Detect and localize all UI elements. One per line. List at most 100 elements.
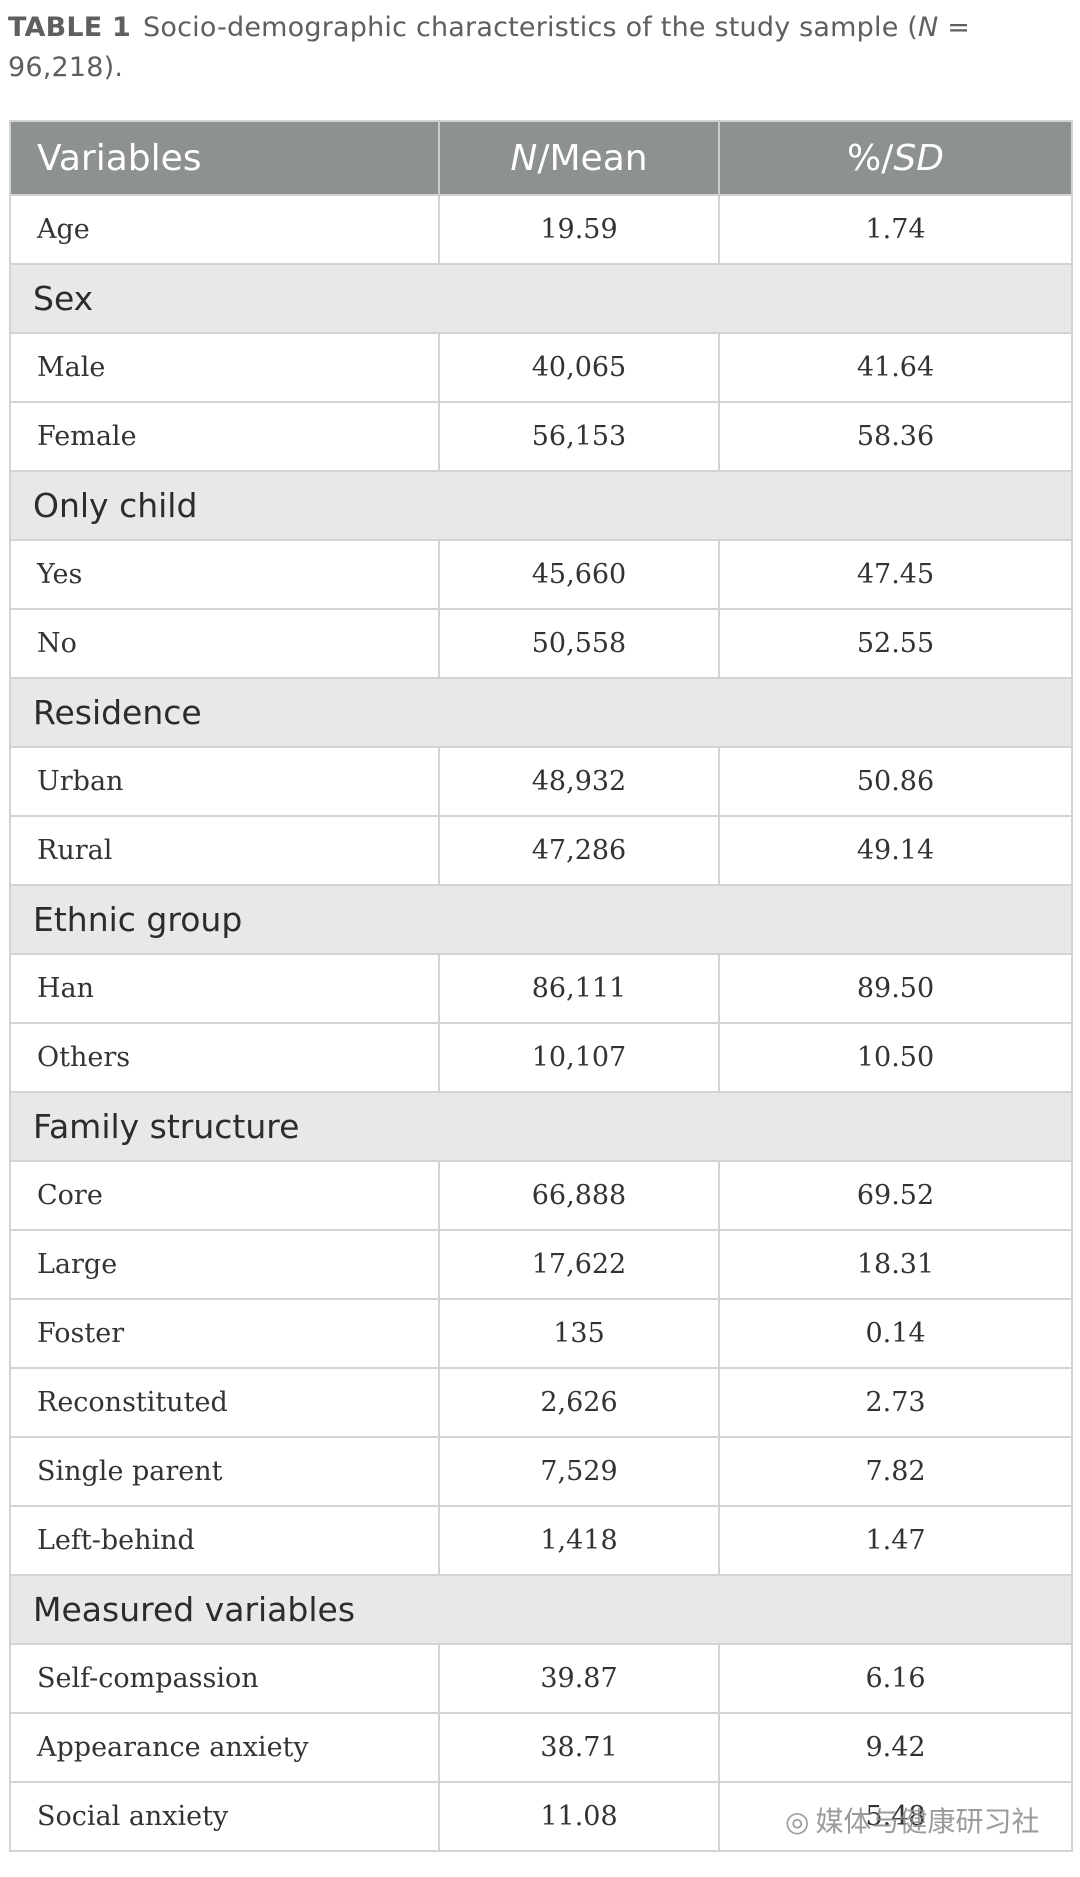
row-pct-sd: 0.14 [718, 1298, 1073, 1369]
row-label: Others [9, 1022, 440, 1093]
row-n-mean: 45,660 [438, 539, 720, 610]
row-pct-sd: 6.16 [718, 1643, 1073, 1714]
row-label: Social anxiety [9, 1781, 440, 1852]
row-label: Self-compassion [9, 1643, 440, 1714]
row-pct-sd: 52.55 [718, 608, 1073, 679]
section-header-row: Family structure [9, 1091, 1073, 1162]
row-pct-sd: 89.50 [718, 953, 1073, 1024]
row-pct-sd: 18.31 [718, 1229, 1073, 1300]
row-n-mean: 19.59 [438, 194, 720, 265]
table-row: Female 56,153 58.36 [9, 401, 1073, 472]
row-label: Han [9, 953, 440, 1024]
row-n-mean: 10,107 [438, 1022, 720, 1093]
header-sd-symbol: SD [893, 137, 944, 179]
row-n-mean: 66,888 [438, 1160, 720, 1231]
table-row-age: Age 19.59 1.74 [9, 194, 1073, 265]
table-row: Social anxiety 11.08 5.48 [9, 1781, 1073, 1852]
table-caption: TABLE 1 Socio-demographic characteristics… [8, 8, 1058, 88]
row-n-mean: 1,418 [438, 1505, 720, 1576]
row-label: Male [9, 332, 440, 403]
section-title: Ethnic group [9, 884, 1073, 955]
row-pct-sd: 1.47 [718, 1505, 1073, 1576]
row-n-mean: 38.71 [438, 1712, 720, 1783]
watermark-text: 媒体与健康研习社 [815, 1805, 1040, 1838]
row-label: Core [9, 1160, 440, 1231]
row-n-mean: 50,558 [438, 608, 720, 679]
section-title: Measured variables [9, 1574, 1073, 1645]
caption-n-symbol: N [918, 12, 939, 43]
section-title: Only child [9, 470, 1073, 541]
row-pct-sd: 9.42 [718, 1712, 1073, 1783]
row-pct-sd: 49.14 [718, 815, 1073, 886]
header-n-mean: N/Mean [439, 121, 720, 195]
row-pct-sd: 7.82 [718, 1436, 1073, 1507]
row-pct-sd: 69.52 [718, 1160, 1073, 1231]
row-pct-sd: 5.48 [718, 1781, 1073, 1852]
row-label: Age [9, 194, 440, 265]
header-variables: Variables [10, 121, 440, 195]
table-row: Yes 45,660 47.45 [9, 539, 1073, 610]
table-row: Han 86,111 89.50 [9, 953, 1073, 1024]
row-label: Reconstituted [9, 1367, 440, 1438]
table-row: Self-compassion 39.87 6.16 [9, 1643, 1073, 1714]
header-n-symbol: N [510, 137, 538, 179]
header-mean-text: /Mean [537, 137, 648, 179]
section-header-row: Ethnic group [9, 884, 1073, 955]
table-row: Single parent 7,529 7.82 [9, 1436, 1073, 1507]
row-label: Large [9, 1229, 440, 1300]
row-n-mean: 48,932 [438, 746, 720, 817]
row-label: No [9, 608, 440, 679]
row-label: Rural [9, 815, 440, 886]
section-header-row: Only child [9, 470, 1073, 541]
row-n-mean: 40,065 [438, 332, 720, 403]
header-row: Variables N/Mean %/SD [10, 121, 1072, 195]
row-n-mean: 47,286 [438, 815, 720, 886]
row-label: Single parent [9, 1436, 440, 1507]
row-n-mean: 135 [438, 1298, 720, 1369]
row-pct-sd: 10.50 [718, 1022, 1073, 1093]
wechat-icon: ◎ [785, 1805, 810, 1838]
section-title: Family structure [9, 1091, 1073, 1162]
table-label: TABLE 1 [8, 12, 132, 43]
section-header-row: Measured variables [9, 1574, 1073, 1645]
table-row: Reconstituted 2,626 2.73 [9, 1367, 1073, 1438]
row-pct-sd: 47.45 [718, 539, 1073, 610]
row-label: Appearance anxiety [9, 1712, 440, 1783]
row-n-mean: 56,153 [438, 401, 720, 472]
section-header-row: Residence [9, 677, 1073, 748]
row-label: Foster [9, 1298, 440, 1369]
table-row: Appearance anxiety 38.71 9.42 [9, 1712, 1073, 1783]
table-row: Left-behind 1,418 1.47 [9, 1505, 1073, 1576]
row-pct-sd: 2.73 [718, 1367, 1073, 1438]
row-label: Urban [9, 746, 440, 817]
header-pct-sd: %/SD [719, 121, 1072, 195]
row-n-mean: 11.08 [438, 1781, 720, 1852]
row-n-mean: 17,622 [438, 1229, 720, 1300]
row-n-mean: 2,626 [438, 1367, 720, 1438]
row-n-mean: 7,529 [438, 1436, 720, 1507]
table-row: Male 40,065 41.64 [9, 332, 1073, 403]
row-n-mean: 86,111 [438, 953, 720, 1024]
table-row: Others 10,107 10.50 [9, 1022, 1073, 1093]
caption-n-value: = 96,218). [8, 12, 971, 83]
watermark: ◎ 媒体与健康研习社 [785, 1800, 1039, 1840]
row-pct-sd: 50.86 [718, 746, 1073, 817]
table-row: Core 66,888 69.52 [9, 1160, 1073, 1231]
table-row: Foster 135 0.14 [9, 1298, 1073, 1369]
table-row: No 50,558 52.55 [9, 608, 1073, 679]
row-label: Female [9, 401, 440, 472]
row-pct-sd: 1.74 [718, 194, 1073, 265]
demographics-table: Variables N/Mean %/SD Age 19.59 1.74 Sex… [9, 120, 1073, 1852]
row-label: Left-behind [9, 1505, 440, 1576]
section-title: Residence [9, 677, 1073, 748]
header-pct-text: %/ [847, 137, 894, 179]
section-header-row: Sex [9, 263, 1073, 334]
table-row: Large 17,622 18.31 [9, 1229, 1073, 1300]
section-title: Sex [9, 263, 1073, 334]
table-row: Urban 48,932 50.86 [9, 746, 1073, 817]
row-pct-sd: 58.36 [718, 401, 1073, 472]
table-row: Rural 47,286 49.14 [9, 815, 1073, 886]
row-label: Yes [9, 539, 440, 610]
caption-text: Socio-demographic characteristics of the… [143, 12, 919, 43]
row-pct-sd: 41.64 [718, 332, 1073, 403]
